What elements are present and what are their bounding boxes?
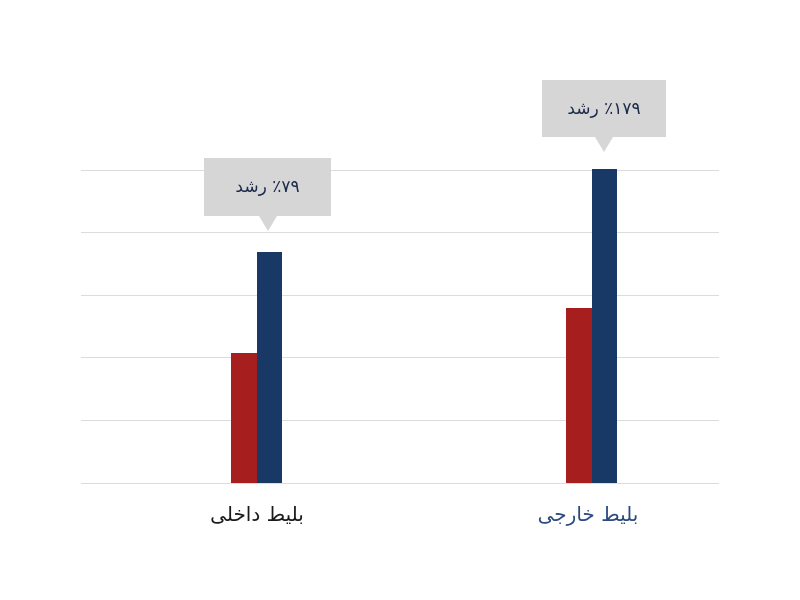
- growth-label: ٪۱۷۹ رشد: [567, 98, 641, 119]
- category-label-domestic: بلیط داخلی: [210, 502, 304, 526]
- growth-callout-domestic: ٪۷۹ رشد: [204, 158, 331, 231]
- bar-blue-1: [591, 168, 617, 483]
- gridline: [81, 357, 719, 358]
- baseline: [81, 483, 719, 484]
- bar-red-0: [231, 352, 257, 483]
- category-label-international: بلیط خارجی: [537, 502, 639, 526]
- bar-blue-0: [256, 252, 282, 483]
- gridline: [81, 295, 719, 296]
- gridline: [81, 232, 719, 233]
- growth-callout-international: ٪۱۷۹ رشد: [542, 80, 666, 152]
- growth-label: ٪۷۹ رشد: [235, 177, 300, 197]
- gridline: [81, 170, 719, 171]
- gridline: [81, 420, 719, 421]
- bar-red-1: [566, 307, 592, 483]
